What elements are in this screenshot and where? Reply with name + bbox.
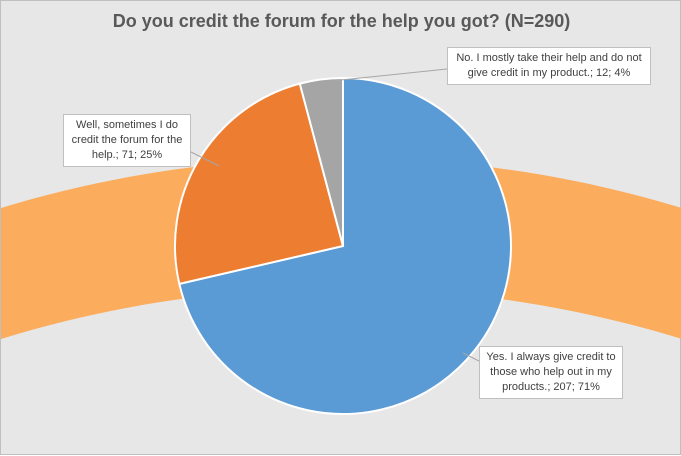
pie-slice-yes bbox=[178, 76, 512, 415]
pie-slice-sometimes bbox=[174, 82, 345, 286]
leader-line-yes bbox=[462, 352, 480, 362]
pie-slice-no bbox=[298, 76, 344, 247]
data-label-sometimes: Well, sometimes I do credit the forum fo… bbox=[63, 114, 191, 167]
data-label-yes: Yes. I always give credit to those who h… bbox=[479, 346, 623, 399]
chart-title: Do you credit the forum for the help you… bbox=[112, 11, 571, 31]
leader-line-sometimes bbox=[188, 150, 220, 167]
leader-line-no bbox=[330, 68, 448, 82]
data-label-no: No. I mostly take their help and do not … bbox=[447, 47, 651, 85]
